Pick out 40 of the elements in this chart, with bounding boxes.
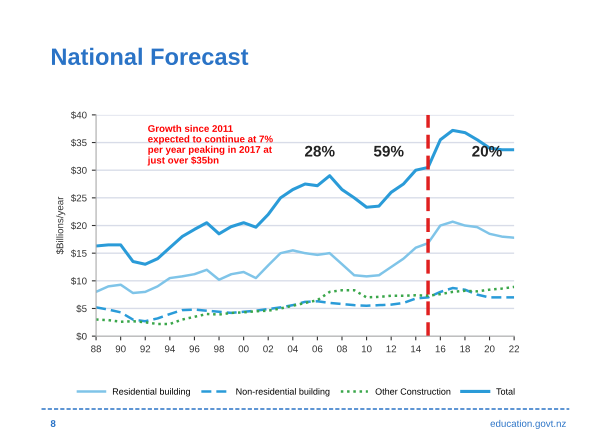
x-tick-label: 12	[386, 345, 396, 352]
annotation: 28%	[304, 146, 335, 157]
y-tick-label: $10	[70, 277, 87, 286]
y-tick-label: $20	[70, 222, 87, 230]
x-tick-label: 16	[436, 345, 446, 352]
x-tick-label: 04	[288, 345, 298, 352]
x-tick-label: 22	[509, 345, 520, 352]
x-tick-label: 00	[238, 345, 249, 352]
x-tick-label: 18	[460, 345, 470, 352]
x-tick-label: 96	[189, 345, 200, 352]
x-tick-label: 14	[411, 346, 421, 352]
x-tick-label: 92	[140, 345, 150, 352]
x-tick-label: 98	[214, 345, 224, 352]
y-tick-label: $0	[76, 332, 87, 340]
text: education.govt.nz	[490, 420, 566, 429]
y-tick-label: $30	[70, 166, 87, 174]
x-tick-label: 20	[484, 345, 495, 352]
legend-label: Non-residential building	[236, 388, 330, 396]
legend-label: Total	[496, 388, 514, 395]
y-tick-label: $40	[70, 111, 87, 120]
y-tick-label: $25	[70, 194, 87, 202]
annotation: 20%	[472, 146, 502, 157]
line-series	[96, 220, 514, 294]
x-tick-label: 02	[263, 345, 274, 352]
y-axis-title: $Billions/year	[56, 196, 66, 254]
legend-label: Other Construction	[376, 388, 450, 395]
y-tick-label: $5	[76, 304, 87, 313]
x-tick-label: 06	[312, 345, 322, 352]
x-tick-label: 88	[91, 345, 102, 352]
y-tick-label: $35	[70, 138, 87, 147]
x-tick-label: 94	[164, 345, 175, 352]
x-tick-label: 10	[362, 345, 372, 352]
x-tick-label: 08	[336, 345, 347, 352]
x-tick-label: 90	[116, 345, 126, 352]
chart-title: National Forecast	[52, 48, 248, 66]
annotation: Growth since 2011 expected to continue at 7% per year peaking in 2017 at just over $35bn	[148, 124, 273, 166]
text: 8	[50, 420, 56, 427]
annotation: 59%	[374, 146, 404, 157]
legend-label: Residential building	[112, 388, 190, 396]
y-tick-label: $15	[70, 249, 87, 258]
